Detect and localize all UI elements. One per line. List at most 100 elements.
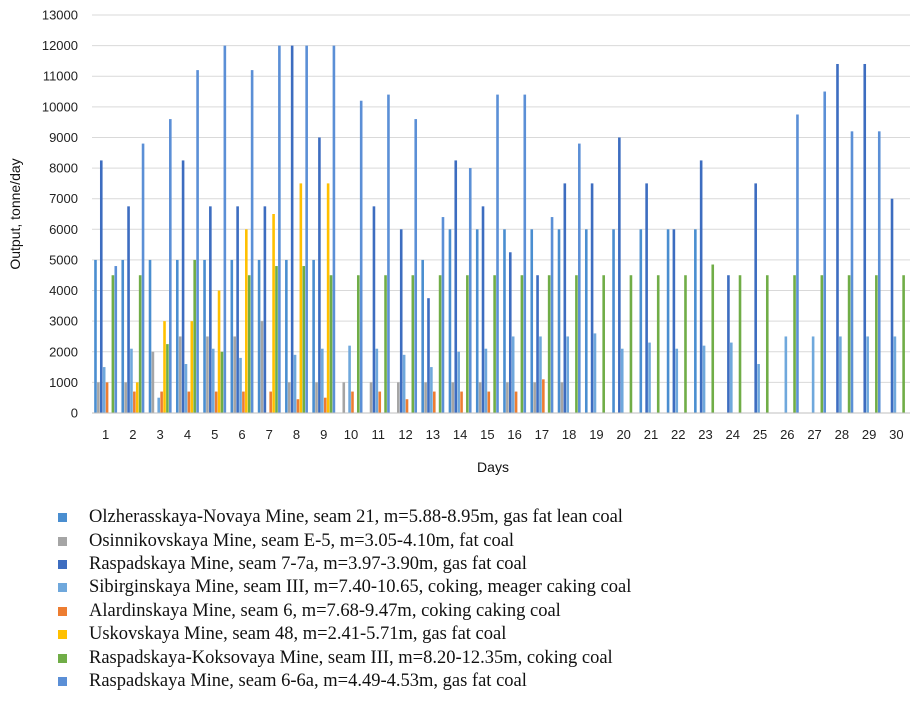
- x-axis-title: Days: [477, 459, 509, 475]
- bar: [430, 367, 433, 413]
- legend-label: Alardinskaya Mine, seam 6, m=7.68-9.47m,…: [89, 600, 561, 621]
- legend-label: Uskovskaya Mine, seam 48, m=2.41-5.71m, …: [89, 624, 507, 645]
- bar: [648, 342, 651, 413]
- bar: [203, 259, 206, 413]
- bar-series: [94, 45, 905, 414]
- bar: [299, 183, 303, 413]
- bar: [533, 382, 536, 413]
- bar: [863, 63, 867, 413]
- bar: [508, 252, 512, 413]
- bar: [536, 275, 539, 413]
- bar: [285, 259, 288, 413]
- bar: [233, 336, 237, 413]
- bar: [263, 206, 267, 413]
- bar: [520, 275, 524, 413]
- bar: [503, 229, 506, 413]
- x-tick-label: 1: [102, 427, 109, 442]
- bar: [323, 397, 327, 413]
- bar: [421, 259, 424, 413]
- bar: [563, 183, 567, 413]
- bar: [511, 336, 515, 413]
- legend-item: Alardinskaya Mine, seam 6, m=7.68-9.47m,…: [58, 600, 631, 623]
- legend-item: Sibirginskaya Mine, seam III, m=7.40-10.…: [58, 576, 631, 599]
- bar: [405, 399, 409, 413]
- bar: [487, 391, 491, 413]
- bar: [181, 160, 185, 413]
- x-tick-label: 11: [372, 427, 386, 442]
- bar: [784, 336, 788, 413]
- bar: [187, 391, 191, 413]
- bar: [369, 382, 373, 413]
- bar: [287, 382, 291, 413]
- bar: [196, 70, 199, 413]
- bar: [602, 275, 605, 413]
- bar: [97, 382, 100, 413]
- bar: [514, 391, 518, 413]
- bar: [209, 206, 212, 413]
- bar: [584, 229, 588, 413]
- x-tick-label: 9: [320, 427, 327, 442]
- legend-item: Raspadskaya Mine, seam 6-6a, m=4.49-4.53…: [58, 670, 631, 693]
- bar: [432, 391, 436, 413]
- x-tick-label: 17: [535, 427, 549, 442]
- bar: [245, 229, 248, 413]
- bar: [260, 321, 264, 413]
- y-tick-label: 6000: [49, 222, 78, 237]
- legend-swatch: [58, 653, 67, 663]
- bar: [387, 94, 390, 413]
- legend-label: Raspadskaya Mine, seam 7-7a, m=3.97-3.90…: [89, 553, 527, 574]
- legend: Olzherasskaya-Novaya Mine, seam 21, m=5.…: [58, 506, 631, 693]
- bar: [269, 391, 272, 413]
- x-tick-label: 19: [589, 427, 603, 442]
- bar: [460, 391, 463, 413]
- bar: [217, 290, 221, 413]
- bar: [618, 137, 621, 413]
- x-tick-label: 28: [835, 427, 849, 442]
- bar: [847, 275, 851, 413]
- bar: [135, 382, 139, 413]
- legend-swatch: [58, 676, 67, 686]
- bar-series-8: [114, 45, 881, 414]
- bar-chart: 0 1000 2000 3000 4000 5000 6000 7000 8000 9000 100…: [7, 8, 910, 475]
- bar: [684, 275, 687, 413]
- y-tick-label: 13000: [42, 8, 78, 23]
- x-tick-label: 7: [266, 427, 273, 442]
- x-axis-tick-labels: 1 2 3 4 5 6 7 8 9 10 11 12 13 14 15 16 17 18 19 20 21 22 23 24 2…: [102, 427, 904, 442]
- bar: [468, 168, 472, 413]
- bar: [351, 391, 354, 413]
- y-tick-label: 5000: [49, 252, 78, 267]
- bar: [211, 348, 215, 413]
- x-tick-label: 30: [889, 427, 903, 442]
- bar: [315, 382, 318, 413]
- x-tick-label: 20: [616, 427, 630, 442]
- bar: [793, 275, 796, 413]
- bar: [441, 217, 445, 413]
- y-tick-label: 1000: [49, 375, 78, 390]
- bar: [230, 259, 234, 413]
- legend-swatch: [58, 630, 67, 640]
- bar: [148, 259, 152, 413]
- bar: [399, 229, 403, 413]
- y-tick-label: 9000: [49, 130, 78, 145]
- bar: [214, 391, 218, 413]
- bar: [593, 333, 597, 413]
- bar: [175, 259, 179, 413]
- bar: [877, 131, 881, 414]
- legend-label: Olzherasskaya-Novaya Mine, seam 21, m=5.…: [89, 507, 623, 528]
- bar: [454, 160, 458, 413]
- bar: [547, 275, 551, 413]
- bar-series-1: [94, 229, 697, 413]
- bar: [141, 143, 145, 414]
- bar: [730, 342, 733, 413]
- bar: [318, 137, 321, 413]
- legend-label: Sibirginskaya Mine, seam III, m=7.40-10.…: [89, 577, 632, 598]
- bar: [694, 229, 697, 413]
- x-tick-label: 21: [644, 427, 658, 442]
- bar: [438, 275, 442, 413]
- legend-label: Raspadskaya-Koksovaya Mine, seam III, m=…: [89, 647, 613, 668]
- bar: [850, 131, 854, 414]
- y-tick-label: 8000: [49, 161, 78, 176]
- bar: [402, 354, 406, 413]
- bar: [356, 275, 360, 413]
- bar: [457, 351, 460, 413]
